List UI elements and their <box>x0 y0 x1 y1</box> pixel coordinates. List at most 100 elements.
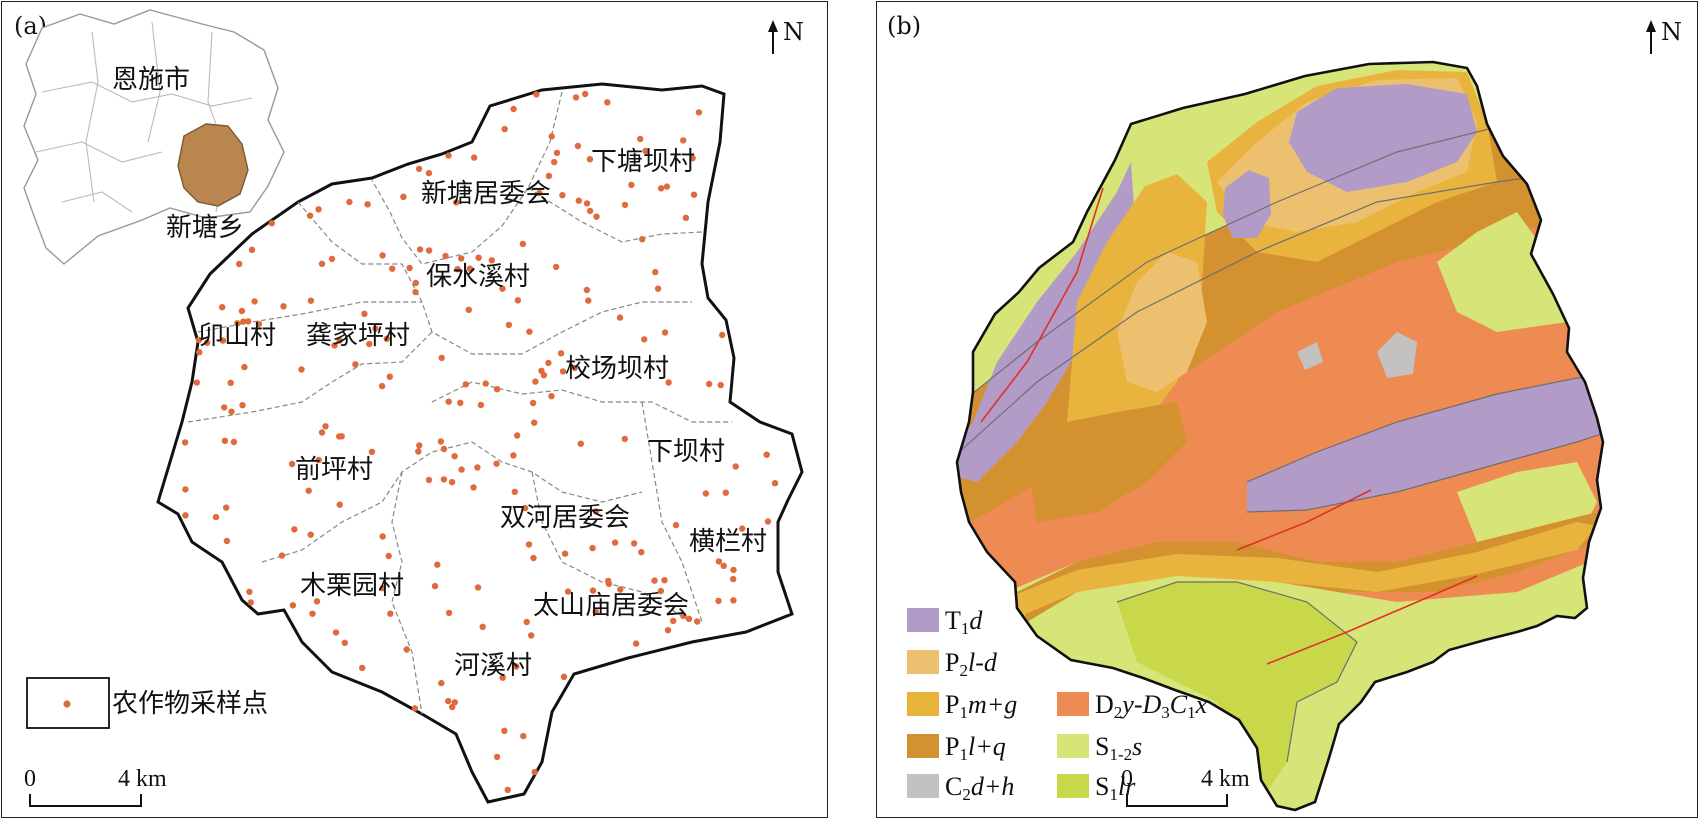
svg-text:4 km: 4 km <box>118 766 167 792</box>
village-label-hexi: 河溪村 <box>454 651 532 681</box>
sample-point <box>378 382 386 390</box>
sample-point <box>706 380 713 388</box>
fault-lines <box>980 187 1478 665</box>
geology-legend: T1d P2l-d P1m+g P1l+q C2d+h D2y-D3C1x S1… <box>907 606 1208 804</box>
sample-point <box>664 627 672 634</box>
sample-point <box>493 460 500 467</box>
sample-point <box>559 192 566 199</box>
sample-point <box>593 213 600 220</box>
sample-point <box>510 105 517 113</box>
svg-text:0: 0 <box>1121 766 1133 792</box>
sample-point <box>346 198 353 206</box>
sample-point <box>298 366 305 373</box>
sample-point <box>589 544 596 552</box>
sample-point <box>223 537 231 545</box>
sample-point <box>306 212 314 219</box>
sample-point <box>504 786 511 794</box>
sample-point <box>505 321 513 329</box>
sampling-map-svg: (a) N 恩施市 新塘乡 下塘坝村 新塘居委会 保水溪村 卯山村 龚家坪村 校… <box>14 9 804 807</box>
legend-item-C2dh: C2d+h <box>907 772 1014 804</box>
sample-point <box>545 172 553 180</box>
sample-point <box>589 587 597 594</box>
unit-C2dh-region <box>1377 332 1417 378</box>
sample-point <box>466 265 474 272</box>
sample-point <box>575 197 582 204</box>
sample-point <box>359 664 366 672</box>
sample-point <box>313 598 321 605</box>
sample-point <box>440 476 448 483</box>
sample-point <box>268 220 275 227</box>
sample-point <box>479 623 486 630</box>
sample-point <box>689 155 696 162</box>
sample-point <box>434 561 441 568</box>
village-label-shuanghe: 双河居委会 <box>500 503 630 533</box>
sample-point <box>557 350 565 357</box>
inset-city-label: 恩施市 <box>112 65 190 95</box>
sample-point <box>583 200 591 207</box>
village-label-xiatangba: 下塘坝村 <box>591 147 695 177</box>
sample-point <box>621 201 629 209</box>
sample-point <box>474 464 481 471</box>
sample-point <box>445 697 452 705</box>
sample-point <box>621 435 628 443</box>
village-label-xiaba: 下坝村 <box>647 437 725 467</box>
sample-point <box>315 456 322 464</box>
legend-item-P1mg: P1m+g <box>907 690 1017 722</box>
sample-point <box>462 381 469 388</box>
sample-point <box>585 297 592 304</box>
north-label: N <box>783 18 804 46</box>
sample-point <box>385 552 392 560</box>
sample-point <box>331 342 338 349</box>
sample-point <box>278 552 286 559</box>
sample-point <box>438 679 445 687</box>
sample-point <box>448 478 456 486</box>
sample-point <box>528 632 535 639</box>
village-label-qianping: 前坪村 <box>295 455 373 485</box>
sample-point <box>227 379 234 386</box>
sample-point <box>730 575 737 583</box>
sample-point <box>240 318 247 325</box>
sample-point <box>530 554 537 562</box>
sample-point <box>715 558 723 565</box>
sample-point <box>379 252 386 259</box>
sample-point <box>425 247 433 254</box>
sample-point <box>440 445 448 453</box>
sample-point <box>574 142 582 150</box>
sample-point <box>364 201 371 208</box>
unit-P1lq-region <box>957 112 1603 542</box>
sample-point <box>571 364 578 372</box>
sample-point <box>583 286 591 294</box>
sample-point <box>586 156 594 163</box>
sample-point <box>564 588 572 595</box>
sample-point <box>438 354 445 362</box>
sample-point <box>739 525 746 532</box>
sample-point <box>717 381 724 389</box>
sample-point <box>592 508 600 515</box>
panel-label: (b) <box>887 12 921 40</box>
sample-point <box>611 539 619 546</box>
geology-units <box>957 62 1603 810</box>
village-label-gongjiaping: 龚家坪村 <box>306 321 410 351</box>
sample-point <box>730 597 737 604</box>
sample-point <box>445 152 452 159</box>
sample-point <box>637 135 644 143</box>
svg-text:4 km: 4 km <box>1201 766 1250 792</box>
sample-point <box>690 191 698 198</box>
sample-point <box>519 240 527 248</box>
sample-point <box>470 154 478 161</box>
sample-point <box>638 549 645 556</box>
sample-point <box>336 433 343 440</box>
sample-point <box>665 379 672 386</box>
inset-township-label: 新塘乡 <box>166 213 244 243</box>
sample-point <box>532 378 539 385</box>
sample-point <box>318 429 326 436</box>
sample-point <box>732 463 739 470</box>
sample-point <box>617 586 624 593</box>
sample-point <box>719 331 726 339</box>
sample-point <box>291 526 298 533</box>
svg-text:S1lr: S1lr <box>1095 772 1136 804</box>
sample-point <box>493 386 501 393</box>
sample-point <box>406 264 413 272</box>
sample-point <box>289 602 297 609</box>
sample-point <box>661 577 668 584</box>
